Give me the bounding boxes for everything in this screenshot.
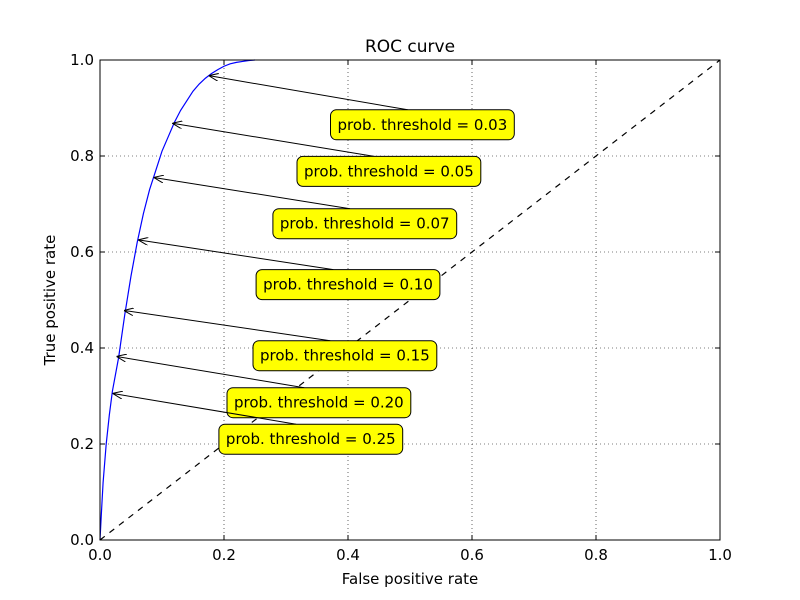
- annotation-box: [252, 340, 438, 372]
- annotations-layer: prob. threshold = 0.03 prob. threshold = …: [114, 76, 515, 455]
- annotation-arrow: [125, 311, 331, 342]
- threshold-annotation: prob. threshold = 0.05: [173, 123, 482, 187]
- annotation-arrow: [210, 76, 408, 111]
- plot-frame: [99, 59, 721, 541]
- annotation-box: [255, 269, 441, 301]
- annotation-label: prob. threshold = 0.05: [304, 162, 474, 180]
- roc-curve-line: [99, 59, 256, 541]
- annotation-arrow: [114, 394, 297, 425]
- threshold-annotation: prob. threshold = 0.25: [114, 394, 404, 455]
- annotation-label: prob. threshold = 0.20: [234, 394, 404, 412]
- series-layer: [99, 59, 721, 541]
- y-tick-label: 0.0: [70, 531, 94, 549]
- x-tick-label: 0.8: [584, 546, 608, 564]
- threshold-annotation: prob. threshold = 0.20: [117, 357, 412, 419]
- annotation-label: prob. threshold = 0.07: [280, 215, 450, 233]
- axis-ticks: 0.0 0.2 0.4 0.6 0.8 1.0 0.0 0.2 0.4 0.6 0.8 1.0: [70, 51, 732, 564]
- x-tick-label: 0.0: [88, 546, 112, 564]
- x-tick-label: 1.0: [708, 546, 732, 564]
- x-tick-label: 0.6: [460, 546, 484, 564]
- annotation-label: prob. threshold = 0.03: [338, 116, 508, 134]
- annotation-arrow: [139, 240, 334, 271]
- annotation-box: [330, 109, 515, 141]
- threshold-annotation: prob. threshold = 0.03: [210, 76, 515, 141]
- annotation-arrow: [117, 357, 305, 389]
- chart-title: ROC curve: [365, 37, 455, 57]
- annotation-arrow: [173, 123, 375, 157]
- annotation-box: [226, 387, 412, 419]
- y-tick-label: 0.6: [70, 243, 94, 261]
- annotation-label: prob. threshold = 0.15: [260, 347, 430, 365]
- threshold-annotation: prob. threshold = 0.15: [125, 311, 438, 372]
- x-tick-label: 0.4: [336, 546, 360, 564]
- annotation-arrow: [155, 178, 351, 210]
- annotation-box: [296, 155, 482, 187]
- annotation-box: [218, 423, 404, 455]
- annotation-label: prob. threshold = 0.10: [263, 276, 433, 294]
- y-tick-label: 0.2: [70, 435, 94, 453]
- threshold-annotation: prob. threshold = 0.07: [155, 178, 458, 240]
- y-tick-label: 0.8: [70, 147, 94, 165]
- x-axis-label: False positive rate: [342, 570, 479, 588]
- y-axis-label: True positive rate: [41, 235, 59, 367]
- y-tick-label: 0.4: [70, 339, 94, 357]
- annotation-label: prob. threshold = 0.25: [226, 430, 396, 448]
- threshold-annotation: prob. threshold = 0.10: [139, 240, 441, 301]
- y-tick-label: 1.0: [70, 51, 94, 69]
- x-tick-label: 0.2: [212, 546, 236, 564]
- chance-diagonal-line: [99, 59, 721, 541]
- grid-lines: [100, 60, 720, 540]
- annotation-box: [272, 208, 458, 240]
